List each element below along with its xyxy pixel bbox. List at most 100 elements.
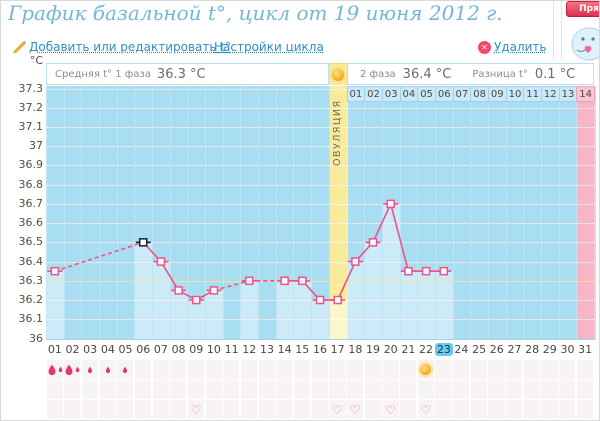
event-cell-row2-day04 (99, 380, 116, 399)
x-label-31: 31 (578, 343, 593, 356)
event-cell-row2-day21 (400, 380, 417, 399)
x-label-04: 04 (100, 343, 115, 356)
event-cell-row1-day20 (382, 360, 399, 379)
event-cell-row1-day06 (134, 360, 152, 379)
event-cell-row3-day19 (364, 400, 381, 419)
event-cell-row2-day08 (170, 380, 187, 399)
day-recorded-fill (170, 290, 188, 339)
live-button[interactable]: Пря (566, 1, 599, 17)
event-cell-row3-day15 (293, 400, 311, 419)
gridline-36.5 (47, 242, 595, 244)
x-label-23[interactable]: 23 (434, 342, 453, 357)
day-recorded-fill (276, 280, 294, 339)
phase2-day-cell-13: 13 (558, 86, 578, 102)
x-label-16: 16 (312, 343, 327, 356)
phase2-day-cell-06: 06 (434, 86, 454, 102)
event-cell-row1-day02 (64, 360, 81, 379)
add-edit-temp-link[interactable]: Добавить или редактировать t° (29, 40, 231, 54)
event-cell-row2-day13 (258, 380, 275, 399)
gridline-37.0 (47, 146, 595, 148)
day-column-29 (541, 86, 560, 339)
sun-icon (332, 68, 344, 81)
event-cell-row2-day27 (506, 380, 523, 399)
event-cell-row3-day13 (258, 400, 275, 419)
event-cell-row1-day18 (347, 360, 364, 379)
event-cell-row2-day07 (152, 380, 169, 399)
event-cell-row1-day24 (453, 360, 470, 379)
phase2-day-cell-01: 01 (346, 86, 366, 102)
day-column-08 (170, 86, 189, 339)
delete-chart-link[interactable]: Удалить (494, 40, 547, 54)
x-label-21: 21 (401, 343, 416, 356)
y-tick-37.2: 37.2 (18, 100, 44, 114)
event-cell-row2-day05 (117, 380, 134, 399)
x-label-22: 22 (419, 343, 434, 356)
x-label-17: 17 (330, 343, 345, 356)
gridline-37.1 (47, 126, 595, 128)
cycle-settings-link[interactable]: Настройки цикла (214, 40, 324, 54)
event-cell-row2-day19 (364, 380, 381, 399)
x-label-06: 06 (136, 343, 151, 356)
day-column-19 (365, 86, 383, 339)
event-cell-row1-day08 (170, 360, 187, 379)
event-cell-row3-day21 (400, 400, 417, 419)
event-cell-row1-day31 (576, 360, 593, 379)
event-cell-row3-day24 (453, 400, 470, 419)
event-cell-row1-day03 (81, 360, 99, 379)
day-column-10 (206, 86, 224, 339)
event-cell-row1-day19 (364, 360, 381, 379)
y-tick-36.7: 36.7 (18, 196, 44, 210)
ovulation-header-cell (329, 63, 347, 85)
event-cell-row3-day27 (506, 400, 523, 419)
x-label-19: 19 (366, 343, 381, 356)
y-tick-36: 36 (29, 331, 43, 345)
event-cell-row2-day16 (311, 380, 328, 399)
day-column-15 (294, 86, 313, 339)
event-cell-row1-day07 (152, 360, 169, 379)
heart-icon: ♡ (385, 402, 396, 417)
phase2-day-cell-05: 05 (417, 86, 436, 102)
event-cell-row1-day04 (99, 360, 116, 379)
day-column-24 (453, 86, 472, 339)
day-recorded-fill (435, 271, 453, 339)
event-cell-row1-day25 (470, 360, 487, 379)
x-label-01: 01 (47, 343, 62, 356)
event-cell-row3-day22: ♡ (417, 400, 434, 419)
day-column-12 (241, 86, 260, 339)
event-cell-row3-day14 (276, 400, 293, 419)
mascot-icon (565, 23, 599, 67)
droplet-icon (87, 366, 93, 373)
event-cell-row2-day30 (559, 380, 576, 399)
event-cell-row3-day03 (81, 400, 99, 419)
day-recorded-fill (365, 242, 382, 339)
day-column-20 (382, 86, 401, 339)
x-label-27: 27 (507, 343, 522, 356)
event-cell-row1-day30 (559, 360, 576, 379)
x-label-07: 07 (153, 343, 168, 356)
x-label-12: 12 (242, 343, 257, 356)
gridline-36.1 (47, 319, 595, 321)
event-cell-row1-day09 (187, 360, 205, 379)
day-recorded-fill (135, 242, 153, 339)
gridline-36.6 (47, 223, 595, 225)
gridline-36.4 (47, 261, 595, 263)
event-cell-row1-day01 (46, 360, 63, 379)
today-highlight[interactable]: 23 (434, 343, 453, 356)
event-cell-row1-day12 (240, 360, 258, 379)
x-label-14: 14 (277, 343, 292, 356)
y-axis-unit: °C (29, 54, 43, 67)
event-cell-row1-day27 (506, 360, 523, 379)
event-cell-row1-day29 (541, 360, 558, 379)
event-cell-row3-day25 (470, 400, 487, 419)
event-cell-row1-day28 (523, 360, 540, 379)
x-label-13: 13 (259, 343, 274, 356)
event-cell-row2-day11 (223, 380, 240, 399)
event-cell-row1-day22 (417, 360, 434, 379)
event-cell-row1-day21 (400, 360, 417, 379)
day-column-01 (47, 86, 65, 339)
x-label-09: 09 (189, 343, 204, 356)
y-tick-36.1: 36.1 (18, 312, 44, 326)
event-cell-row2-day25 (470, 380, 487, 399)
x-label-08: 08 (171, 343, 186, 356)
x-label-11: 11 (224, 343, 239, 356)
